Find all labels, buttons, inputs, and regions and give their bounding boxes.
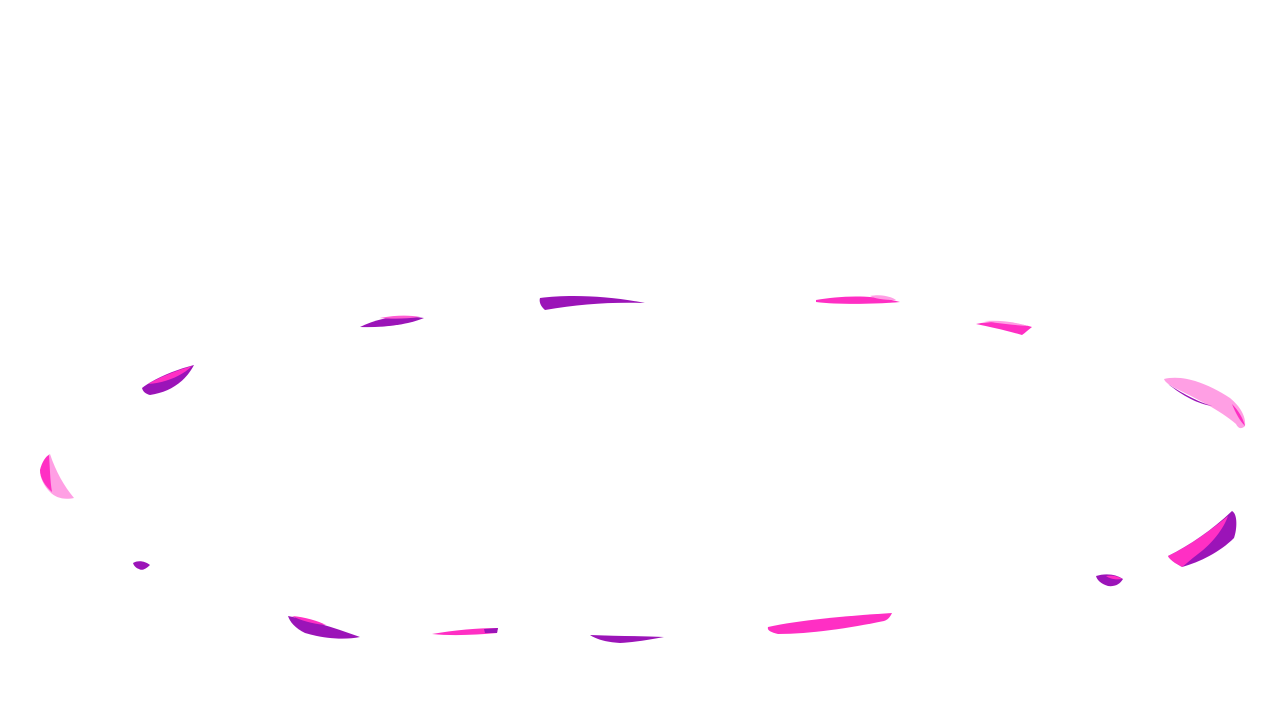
petal-bottom-left-center <box>432 628 498 635</box>
petal-left-middle <box>40 454 74 499</box>
petal-right-lower <box>1168 511 1236 567</box>
petal-right-dot <box>1096 574 1123 586</box>
petal-top-center-left <box>540 296 645 310</box>
petal-bottom-left <box>288 616 360 639</box>
petal-top-left-small <box>360 316 424 328</box>
petal-top-center-right <box>816 295 900 304</box>
petal-bottom-right-center <box>768 613 892 634</box>
petal-left-dot <box>133 561 150 570</box>
petal-top-right-small <box>976 321 1032 335</box>
petal-right-upper <box>1164 378 1245 428</box>
petal-bottom-center <box>590 635 664 643</box>
petal-left-upper <box>142 365 194 395</box>
